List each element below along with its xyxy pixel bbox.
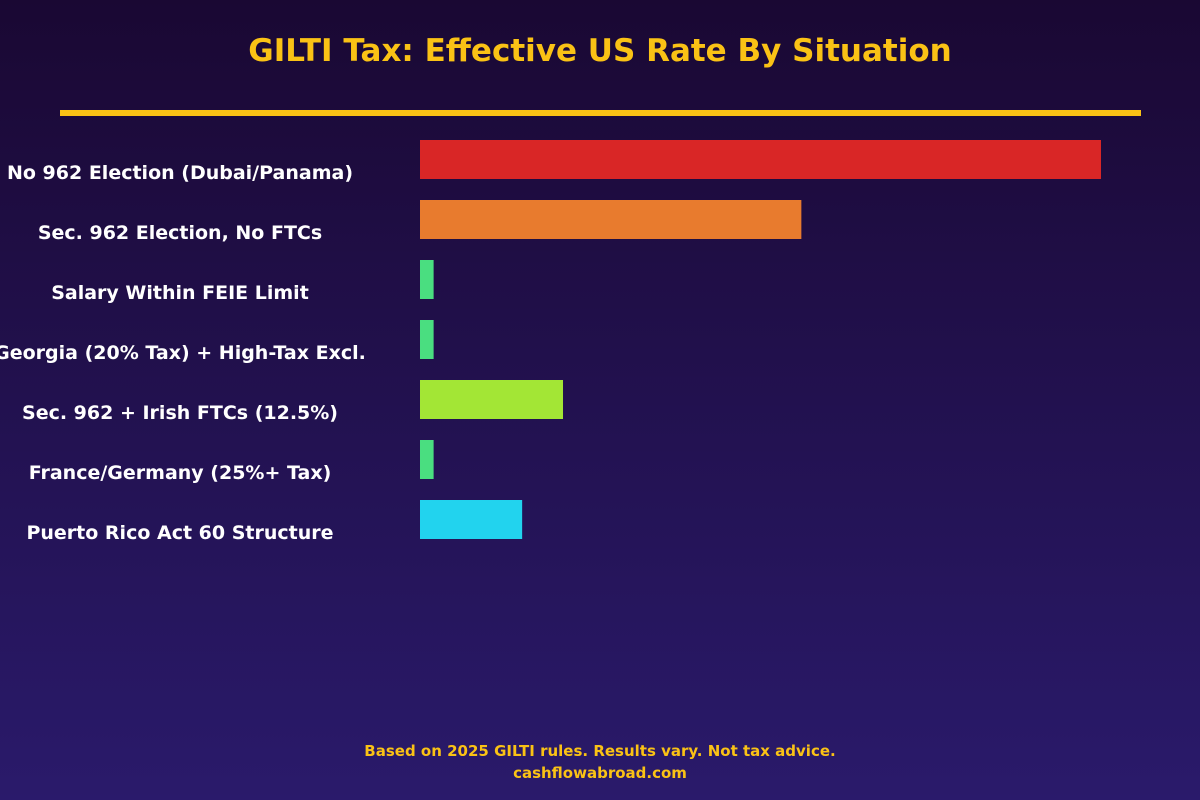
footer-disclaimer: Based on 2025 GILTI rules. Results vary.… <box>364 742 835 760</box>
category-label-3: Salary Within FEIE Limit <box>51 282 309 304</box>
category-label-7: Puerto Rico Act 60 Structure <box>26 522 333 544</box>
footer-site: cashflowabroad.com <box>513 764 687 782</box>
bar-6 <box>420 440 434 479</box>
bar-3 <box>420 260 434 299</box>
bar-7 <box>420 500 523 539</box>
title-underline <box>60 110 1141 116</box>
bar-4 <box>420 320 434 359</box>
category-label-6: France/Germany (25%+ Tax) <box>29 462 332 484</box>
category-label-group: No 962 Election (Dubai/Panama) Sec. 962 E… <box>0 162 366 544</box>
chart-title: GILTI Tax: Effective US Rate By Situatio… <box>248 33 951 69</box>
bar-1 <box>420 140 1101 179</box>
bar-group <box>420 140 1101 539</box>
category-label-2: Sec. 962 Election, No FTCs <box>38 222 322 244</box>
bar-5 <box>420 380 564 419</box>
category-label-4: Georgia (20% Tax) + High-Tax Excl. <box>0 342 366 364</box>
category-label-5: Sec. 962 + Irish FTCs (12.5%) <box>22 402 338 424</box>
category-label-1: No 962 Election (Dubai/Panama) <box>7 162 353 184</box>
bar-2 <box>420 200 802 239</box>
